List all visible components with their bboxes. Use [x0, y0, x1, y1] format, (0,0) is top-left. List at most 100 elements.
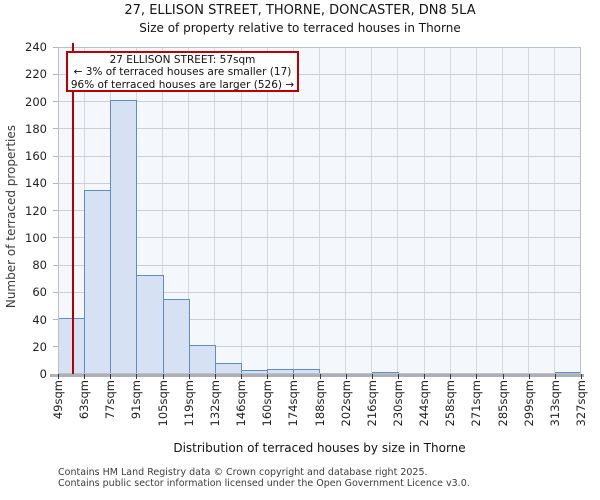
page-title: 27, ELLISON STREET, THORNE, DONCASTER, D…	[124, 3, 476, 18]
y-tick-mark	[53, 210, 58, 211]
gridline-h	[58, 73, 581, 75]
histogram-bar	[84, 190, 112, 374]
x-axis-spine	[50, 374, 584, 377]
x-tick-label: 105sqm	[155, 380, 170, 427]
gridline-h	[58, 101, 581, 102]
x-tick-label: 174sqm	[286, 380, 301, 427]
x-tick-label: 160sqm	[260, 380, 275, 427]
y-axis-label: Number of terraced properties	[4, 125, 18, 309]
x-tick-mark	[267, 374, 269, 379]
y-tick-mark	[53, 264, 58, 266]
x-tick-mark	[214, 374, 216, 379]
y-tick-mark	[53, 319, 58, 320]
x-tick-mark	[110, 374, 112, 379]
gridline-h	[58, 319, 581, 320]
histogram-bar	[136, 274, 164, 374]
y-tick-mark	[53, 291, 58, 293]
x-tick-label: 271sqm	[469, 380, 484, 427]
gridline-h	[58, 346, 581, 348]
x-tick-label: 49sqm	[51, 380, 65, 420]
footer-line-1: Contains HM Land Registry data © Crown c…	[58, 467, 428, 478]
y-tick-label: 200	[25, 94, 47, 109]
x-tick-mark	[293, 374, 295, 379]
plot-area	[58, 47, 581, 374]
x-tick-mark	[371, 374, 373, 379]
histogram-bar	[162, 299, 190, 374]
y-tick-mark	[53, 101, 58, 102]
x-tick-mark	[241, 374, 243, 379]
x-tick-mark	[162, 374, 164, 379]
x-tick-label: 91sqm	[129, 380, 144, 420]
footer-line-2: Contains public sector information licen…	[58, 477, 470, 489]
x-tick-label: 285sqm	[495, 380, 510, 427]
x-tick-label: 244sqm	[417, 380, 432, 427]
x-tick-label: 77sqm	[103, 380, 118, 420]
x-tick-label: 299sqm	[521, 380, 536, 427]
y-tick-mark	[53, 73, 58, 75]
x-tick-label: 258sqm	[443, 380, 458, 427]
x-tick-label: 216sqm	[364, 380, 379, 427]
x-tick-label: 146sqm	[234, 380, 249, 427]
x-tick-mark	[450, 374, 452, 379]
y-tick-label: 180	[25, 121, 47, 136]
x-tick-label: 119sqm	[181, 380, 196, 427]
x-tick-mark	[424, 374, 426, 379]
footer: Contains HM Land Registry data © Crown c…	[58, 467, 598, 489]
x-tick-mark	[319, 374, 321, 379]
histogram-bar	[214, 363, 243, 374]
property-size-marker-line	[72, 43, 74, 374]
x-tick-label: 132sqm	[207, 380, 222, 427]
x-axis-label: Distribution of terraced houses by size …	[173, 441, 466, 455]
gridline-h	[58, 264, 581, 266]
y-tick-mark	[53, 155, 58, 157]
y-tick-label: 120	[25, 203, 47, 218]
gridline-h	[58, 291, 581, 293]
y-tick-mark	[53, 128, 58, 130]
x-tick-label: 188sqm	[312, 380, 327, 427]
y-tick-mark	[53, 182, 58, 184]
y-tick-label: 20	[32, 339, 47, 354]
y-tick-label: 0	[39, 367, 47, 381]
annotation-larger-stat: 96% of terraced houses are larger (526) …	[70, 78, 295, 91]
y-tick-label: 140	[25, 176, 47, 191]
annotation-title: 27 ELLISON STREET: 57sqm	[109, 54, 256, 66]
x-tick-label: 63sqm	[77, 380, 92, 420]
x-tick-mark	[476, 374, 478, 379]
x-tick-mark	[188, 374, 190, 379]
gridline-h	[58, 237, 581, 239]
x-tick-mark	[502, 374, 504, 379]
gridline-h	[58, 128, 581, 130]
y-tick-label: 100	[25, 230, 47, 245]
y-tick-mark	[53, 373, 58, 375]
x-tick-mark	[397, 374, 399, 379]
gridline-h	[58, 182, 581, 184]
x-tick-mark	[581, 374, 582, 379]
x-tick-label: 230sqm	[390, 380, 405, 427]
y-tick-mark	[53, 46, 58, 48]
y-tick-label: 40	[32, 312, 47, 327]
annotation-box: 27 ELLISON STREET: 57sqm ← 3% of terrace…	[66, 51, 299, 92]
y-tick-label: 80	[32, 258, 47, 272]
y-tick-label: 60	[32, 285, 47, 300]
x-tick-mark	[136, 374, 138, 379]
histogram-bar	[110, 100, 138, 374]
y-tick-mark	[53, 346, 58, 348]
x-tick-label: 327sqm	[574, 380, 588, 427]
gridline-h	[58, 155, 581, 157]
x-tick-mark	[84, 374, 86, 379]
y-tick-label: 220	[25, 67, 47, 82]
x-tick-mark	[345, 374, 347, 379]
y-tick-mark	[53, 237, 58, 239]
page-subtitle: Size of property relative to terraced ho…	[139, 21, 461, 35]
gridline-h	[58, 210, 581, 211]
annotation-smaller-stat: ← 3% of terraced houses are smaller (17)	[73, 66, 292, 79]
x-tick-label: 202sqm	[338, 380, 353, 427]
x-tick-mark	[528, 374, 530, 379]
histogram-bar	[188, 345, 216, 374]
y-tick-label: 240	[25, 40, 47, 54]
x-tick-mark	[58, 374, 59, 379]
y-tick-label: 160	[25, 149, 47, 163]
x-tick-mark	[554, 374, 556, 379]
x-tick-label: 313sqm	[547, 380, 562, 427]
